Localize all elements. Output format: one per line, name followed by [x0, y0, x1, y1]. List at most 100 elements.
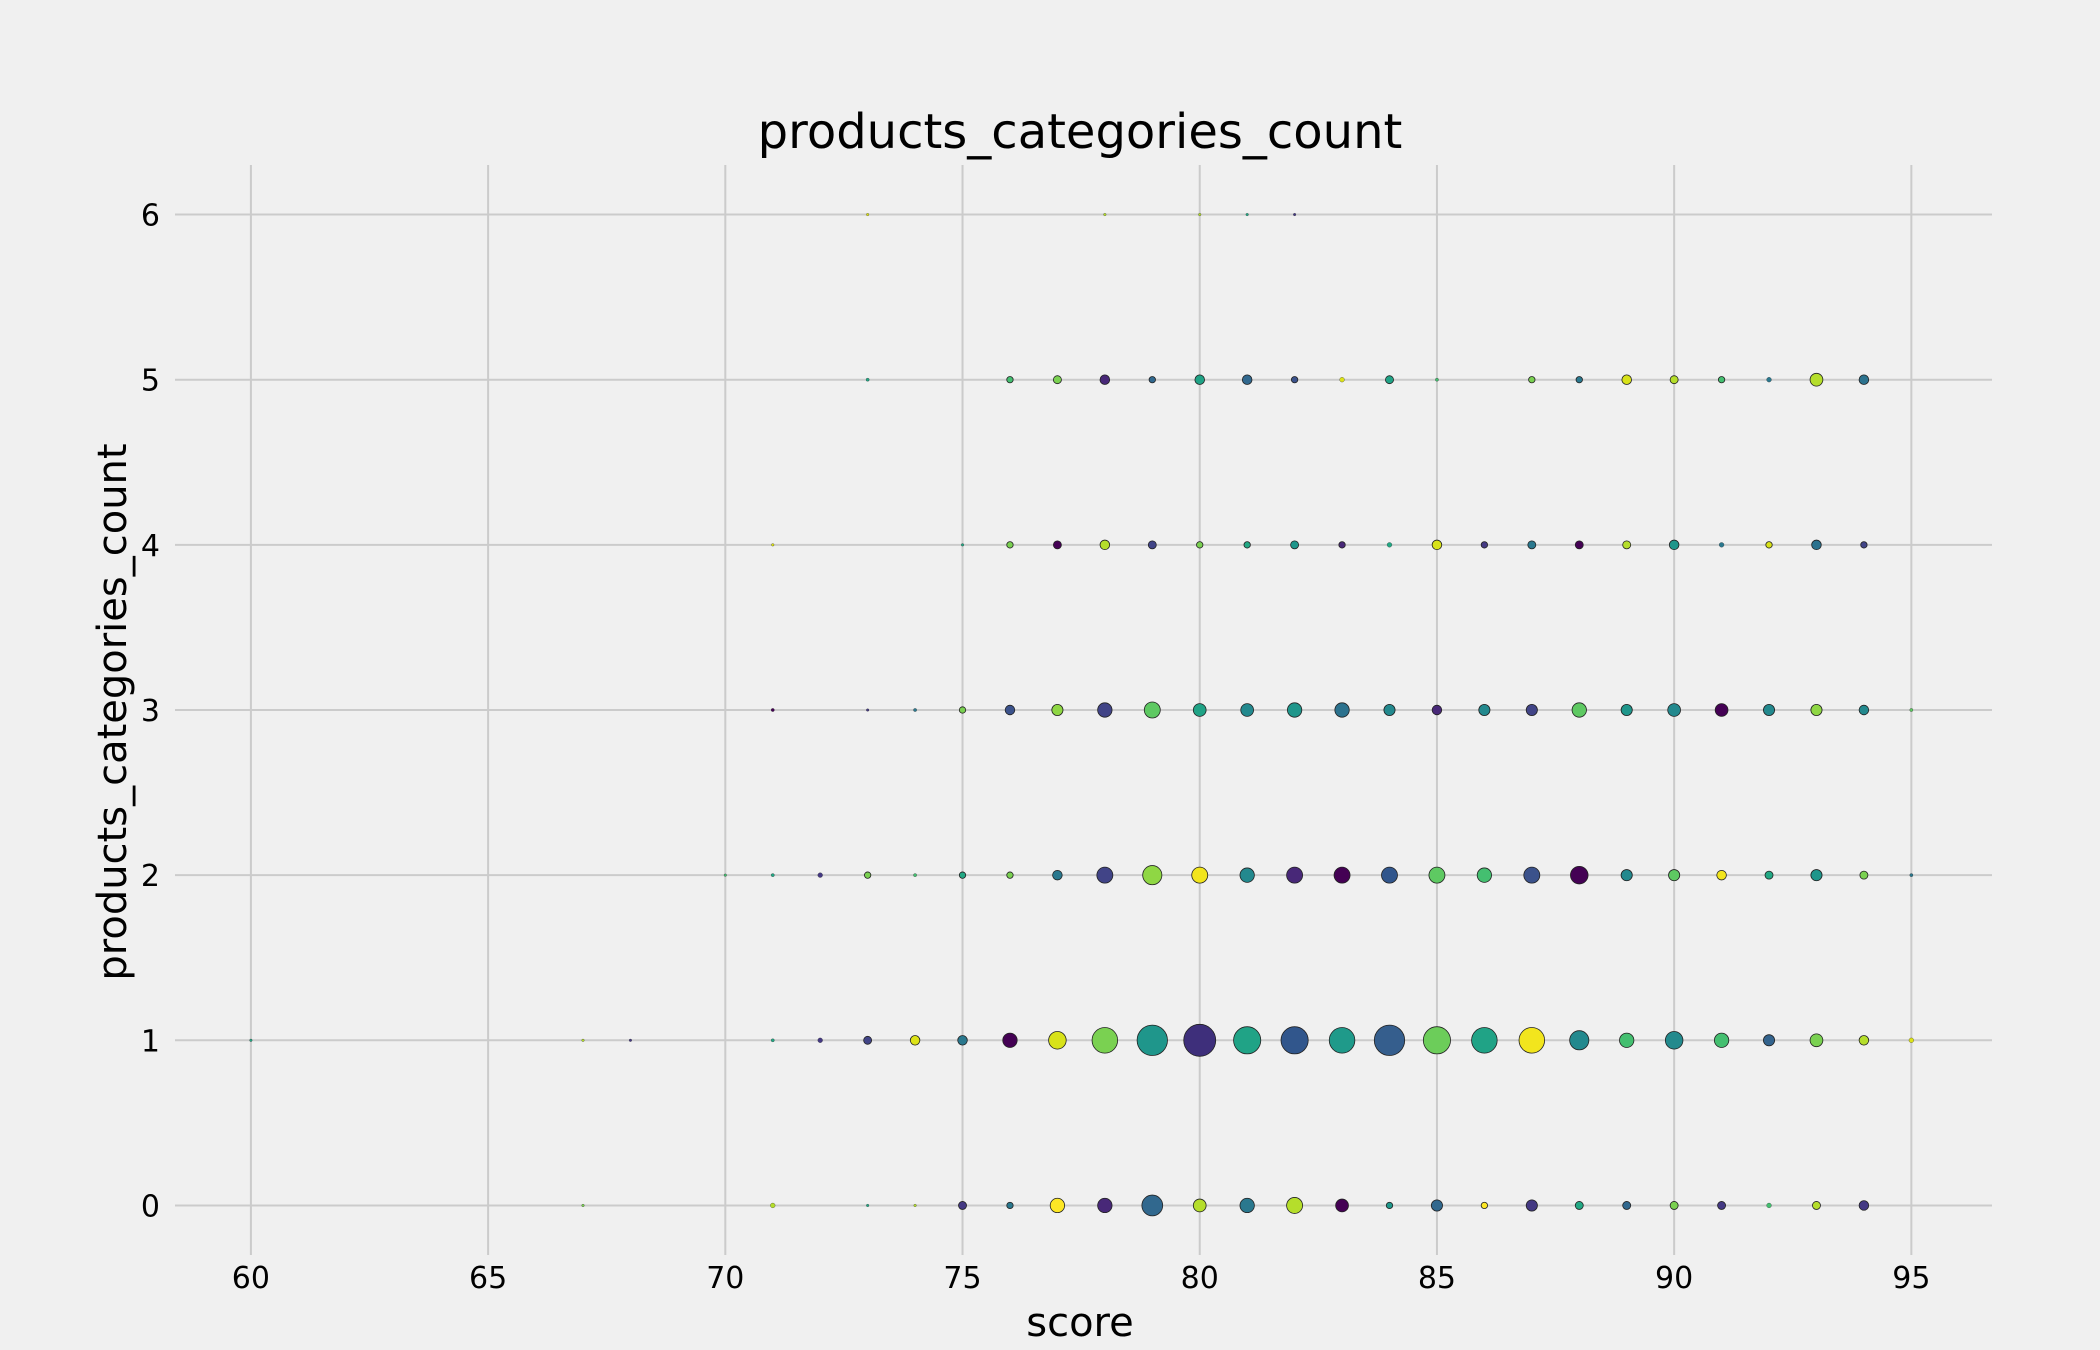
- x-tick-label: 65: [469, 1261, 507, 1296]
- scatter-point: [1286, 866, 1304, 884]
- scatter-point: [1245, 213, 1249, 216]
- scatter-point: [1243, 541, 1251, 549]
- scatter-point: [1908, 1037, 1914, 1043]
- scatter-point: [581, 1038, 585, 1042]
- scatter-point: [1664, 1031, 1684, 1050]
- y-tick-label: 6: [141, 199, 160, 234]
- scatter-point: [1667, 703, 1681, 717]
- scatter-point: [1909, 873, 1914, 877]
- y-tick-label: 5: [141, 364, 160, 399]
- scatter-point: [1239, 1197, 1255, 1214]
- x-axis-label: score: [1026, 1300, 1133, 1346]
- y-tick-labels: 0 1 2 3 4 5 6: [141, 199, 160, 1225]
- scatter-point: [1766, 1202, 1772, 1209]
- scatter-point: [1518, 1027, 1546, 1054]
- scatter-point: [1811, 539, 1822, 551]
- scatter-point: [909, 1035, 921, 1046]
- scatter-point: [1383, 704, 1396, 717]
- scatter-point: [1241, 374, 1253, 385]
- scatter-point: [1668, 869, 1681, 882]
- scatter-point: [1099, 539, 1111, 551]
- scatter-point: [1620, 704, 1633, 717]
- scatter-point: [957, 1035, 968, 1046]
- scatter-point: [1431, 539, 1443, 551]
- scatter-point: [628, 1038, 632, 1042]
- scatter-point: [1002, 1032, 1018, 1048]
- scatter-point: [1570, 865, 1589, 885]
- scatter-point: [1049, 1197, 1066, 1214]
- y-tick-label: 4: [141, 529, 160, 564]
- scatter-point: [771, 1038, 775, 1043]
- scatter-point: [1714, 703, 1729, 717]
- scatter-point: [817, 1037, 823, 1043]
- scatter-point: [1717, 1201, 1726, 1210]
- scatter-point: [1004, 704, 1016, 716]
- scatter-point: [866, 708, 870, 712]
- scatter-point: [1240, 703, 1254, 717]
- scatter-point: [1860, 541, 1868, 549]
- scatter-point: [1385, 1201, 1394, 1210]
- scatter-point: [1527, 540, 1537, 550]
- scatter-point: [1858, 1035, 1870, 1046]
- scatter-point: [958, 871, 967, 879]
- scatter-point: [1051, 704, 1064, 717]
- scatter-point: [1006, 871, 1014, 879]
- y-tick-label: 2: [141, 859, 160, 894]
- scatter-point: [1809, 372, 1824, 387]
- scatter-point: [1764, 870, 1774, 880]
- scatter-point: [1619, 1032, 1635, 1048]
- scatter-point: [1669, 375, 1679, 385]
- scatter-point: [1287, 702, 1303, 718]
- scatter-point: [1291, 376, 1299, 384]
- scatter-point: [1571, 702, 1587, 718]
- scatter-point: [1716, 869, 1727, 881]
- chart-title: products_categories_count: [758, 104, 1403, 160]
- scatter-point: [1476, 867, 1492, 883]
- x-tick-label: 90: [1655, 1261, 1693, 1296]
- scatter-point: [1091, 1027, 1119, 1054]
- scatter-point: [1142, 865, 1163, 886]
- scatter-point: [1812, 1201, 1821, 1210]
- scatter-point: [913, 873, 917, 877]
- scatter-point: [771, 543, 775, 547]
- scatter-point: [1480, 1201, 1488, 1210]
- scatter-point: [1763, 704, 1776, 717]
- scatter-point: [1385, 375, 1394, 385]
- scatter-point: [863, 1035, 873, 1045]
- scatter-point: [1621, 374, 1632, 385]
- scatter-point: [1183, 1023, 1217, 1057]
- scatter-point: [771, 708, 775, 712]
- scatter-point: [1574, 1201, 1584, 1210]
- scatter-point: [913, 1204, 917, 1207]
- scatter-point: [1763, 1034, 1776, 1047]
- scatter-point: [1525, 1199, 1538, 1212]
- scatter-point: [1194, 374, 1205, 385]
- scatter-point: [1523, 866, 1541, 884]
- scatter-point: [1006, 541, 1014, 549]
- scatter-point: [770, 1202, 776, 1209]
- scatter-point: [864, 871, 872, 879]
- x-tick-label: 85: [1418, 1261, 1456, 1296]
- scatter-point: [865, 377, 870, 382]
- scatter-point: [1147, 540, 1157, 550]
- scatter-point: [1141, 1194, 1164, 1217]
- scatter-point: [1810, 869, 1823, 882]
- scatter-point: [1053, 375, 1062, 385]
- scatter-point: [1192, 703, 1207, 717]
- scatter-point: [581, 1204, 585, 1207]
- x-tick-labels: 60 65 70 75 80 85 90 95: [232, 1261, 1931, 1296]
- scatter-point: [1858, 1200, 1870, 1211]
- scatter-point: [1525, 704, 1538, 717]
- scatter-point: [1766, 377, 1772, 383]
- scatter-point: [249, 1038, 253, 1042]
- scatter-point: [961, 543, 964, 547]
- scatter-point: [1478, 704, 1491, 717]
- scatter-point: [1430, 1199, 1443, 1212]
- scatter-point: [1471, 1027, 1498, 1054]
- scatter-point: [1339, 377, 1345, 383]
- scatter-point: [1574, 540, 1584, 550]
- scatter-point: [1052, 869, 1063, 881]
- scatter-point: [1335, 1198, 1349, 1213]
